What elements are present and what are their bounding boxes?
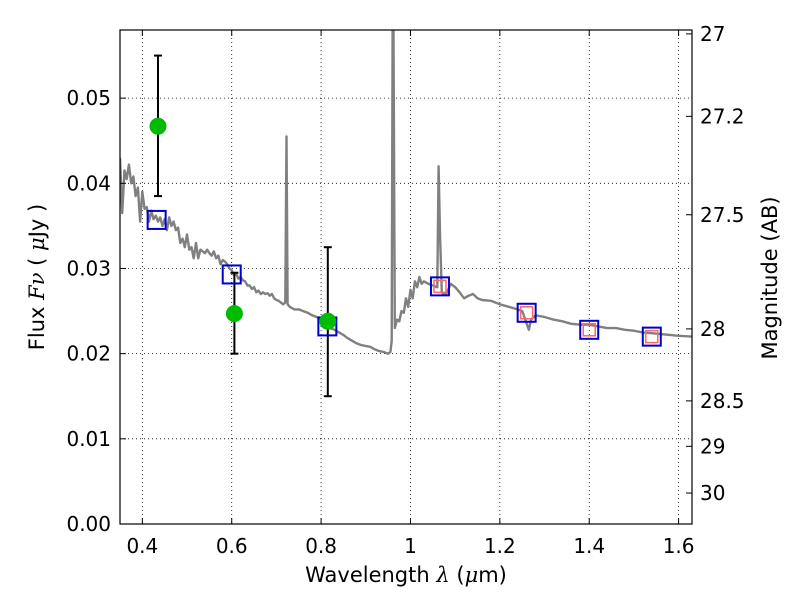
- right-tick-label: 30: [700, 481, 725, 505]
- y-tick-label: 0.03: [66, 256, 111, 280]
- y-tick-label: 0.04: [66, 171, 111, 195]
- model-point: [579, 319, 600, 340]
- model-point-inner: [519, 306, 534, 320]
- y-tick-label: 0.01: [66, 427, 111, 451]
- x-tick-label: 1.2: [484, 534, 516, 558]
- y-axis-right-label: Magnitude (AB): [758, 196, 782, 359]
- right-tick-label: 27: [700, 22, 725, 46]
- model-point: [146, 209, 167, 230]
- x-tick-label: 0.6: [216, 534, 248, 558]
- model-point: [221, 264, 242, 285]
- right-tick-label: 28: [700, 317, 725, 341]
- spectrum-line: [120, 30, 692, 355]
- observed-point: [225, 305, 243, 323]
- x-tick-label: 0.4: [126, 534, 158, 558]
- model-point: [516, 302, 537, 323]
- axes-frame: [119, 29, 693, 525]
- y-axis-label: Flux Fν ( μJy ): [25, 204, 49, 350]
- observed-point: [149, 117, 167, 135]
- y-tick-label: 0.02: [66, 342, 111, 366]
- x-axis-label: Wavelength λ (μm): [305, 563, 507, 587]
- model-point-inner: [645, 329, 659, 344]
- right-tick-label: 27.2: [700, 104, 745, 128]
- right-tick-label: 27.5: [700, 203, 745, 227]
- x-tick-label: 0.8: [305, 534, 337, 558]
- x-tick-label: 1: [404, 534, 417, 558]
- x-tick-label: 1.4: [573, 534, 605, 558]
- observed-point: [319, 312, 337, 330]
- model-point-inner: [582, 323, 596, 337]
- axis-ticks: [120, 30, 692, 525]
- right-tick-label: 28.5: [700, 389, 745, 413]
- y-tick-label: 0.00: [66, 512, 111, 536]
- y-tick-label: 0.05: [66, 86, 111, 110]
- x-tick-label: 1.6: [663, 534, 695, 558]
- model-point: [641, 326, 662, 347]
- model-point-inner: [433, 279, 447, 294]
- model-point: [429, 276, 450, 297]
- right-tick-label: 29: [700, 434, 725, 458]
- plot-area: [120, 30, 692, 398]
